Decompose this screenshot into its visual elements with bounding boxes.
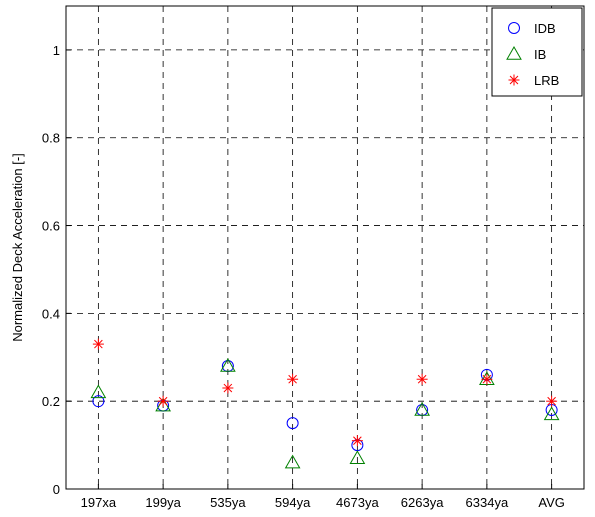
legend-label-idb: IDB	[534, 21, 556, 36]
legend-label-ib: IB	[534, 47, 546, 62]
x-tick-label: AVG	[538, 495, 565, 510]
asterisk-stroke	[94, 339, 103, 349]
asterisk-stroke	[223, 383, 233, 393]
asterisk-stroke	[509, 75, 519, 85]
axis-ticks: 197xa 199ya 535ya 594ya 4673ya 6263ya 6334ya AV…	[42, 43, 565, 510]
legend-label-lrb: LRB	[534, 73, 559, 88]
legend-box	[491, 7, 583, 97]
asterisk-stroke	[482, 374, 492, 384]
plot-area-frame	[65, 5, 585, 490]
y-tick-label: 0.2	[42, 394, 60, 409]
data-point-ib	[349, 450, 366, 465]
x-tick-label: 535ya	[210, 495, 246, 510]
y-tick-label: 1	[53, 43, 60, 58]
y-axis-title: Normalized Deck Acceleration [-]	[10, 153, 25, 342]
asterisk-stroke	[158, 396, 168, 406]
x-tick-label: 4673ya	[336, 495, 379, 510]
data-point-lrb	[287, 373, 299, 385]
x-tick-label: 199ya	[145, 495, 181, 510]
data-point-ib	[284, 454, 301, 469]
data-point-ib	[543, 406, 560, 421]
data-point-idb	[286, 417, 299, 430]
asterisk-stroke	[547, 396, 556, 406]
data-point-lrb	[222, 382, 234, 394]
legend-marker-lrb	[508, 74, 520, 86]
y-tick-label: 0.4	[42, 306, 60, 321]
asterisk-stroke	[353, 436, 362, 446]
x-tick-label: 6334ya	[466, 495, 509, 510]
y-tick-label: 0.6	[42, 219, 60, 234]
data-point-lrb	[416, 373, 428, 385]
asterisk-stroke	[288, 374, 297, 384]
data-point-lrb	[481, 373, 493, 385]
asterisk-stroke	[417, 374, 427, 384]
data-points	[90, 338, 560, 469]
data-point-ib	[90, 384, 107, 399]
data-point-lrb	[157, 395, 169, 407]
x-tick-label: 6263ya	[401, 495, 444, 510]
series-lrb	[92, 338, 558, 447]
legend-marker-ib	[506, 45, 522, 60]
x-tick-label: 197xa	[81, 495, 117, 510]
y-tick-label: 0.8	[42, 131, 60, 146]
data-point-lrb	[92, 338, 104, 350]
data-point-ib	[414, 401, 430, 416]
legend: IDB IB LRB	[491, 7, 583, 97]
data-point-lrb	[546, 395, 558, 407]
series-ib	[90, 358, 560, 469]
data-point-idb	[92, 395, 105, 408]
y-tick-label: 0	[53, 482, 60, 497]
legend-marker-idb	[508, 22, 520, 34]
data-point-ib	[220, 358, 236, 372]
x-tick-label: 594ya	[275, 495, 311, 510]
data-point-lrb	[351, 435, 363, 447]
